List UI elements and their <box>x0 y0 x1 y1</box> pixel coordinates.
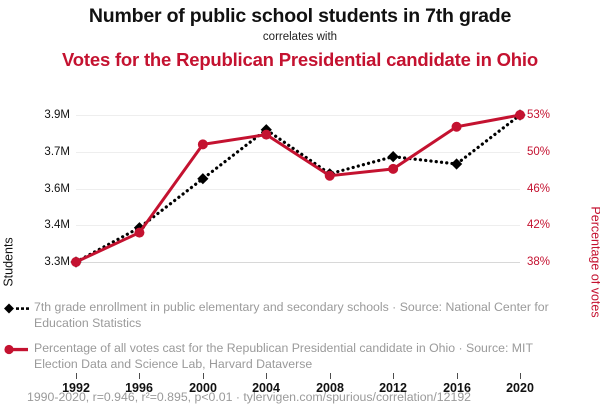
y-axis-left-tick-4: 3.3M <box>44 256 70 268</box>
page-subtitle: Votes for the Republican Presidential ca… <box>62 49 538 70</box>
x-axis-label-0: 1992 <box>62 381 90 395</box>
x-axis-label-4: 2008 <box>316 381 344 395</box>
x-axis-label-3: 2004 <box>252 381 280 395</box>
x-axis-label-1: 1996 <box>125 381 153 395</box>
x-axis-label-7: 2020 <box>506 381 534 395</box>
chart-footer-stats: 1990-2020, r=0.946, r²=0.895, p<0.01 · t… <box>27 390 471 404</box>
x-axis-label-5: 2012 <box>379 381 407 395</box>
data-point-marker <box>450 158 463 170</box>
y-axis-right-tick-2: 46% <box>527 183 551 195</box>
gridline-3 <box>76 189 520 190</box>
data-point-marker <box>451 121 462 132</box>
data-point-marker <box>134 227 145 238</box>
data-point-marker <box>387 151 399 163</box>
chart-legend: 7th grade enrollment in public elementar… <box>0 300 600 378</box>
plot-area: 3.9M 3.7M 3.6M 3.4M 3.3M 53% 50% 46% 42%… <box>0 105 600 395</box>
x-axis-line <box>76 262 520 263</box>
data-point-marker <box>388 163 399 174</box>
data-point-marker <box>197 173 209 185</box>
x-tick-2 <box>203 373 204 379</box>
x-tick-3 <box>266 373 267 379</box>
y-axis-left-tick-1: 3.7M <box>44 146 70 158</box>
x-tick-5 <box>393 373 394 379</box>
x-tick-6 <box>457 373 458 379</box>
gridline-4 <box>76 225 520 226</box>
data-point-marker <box>324 170 335 181</box>
solid-circle-marker-icon <box>4 344 28 355</box>
legend-label-students: 7th grade enrollment in public elementar… <box>34 300 549 330</box>
x-axis-label-6: 2016 <box>443 381 471 395</box>
x-tick-1 <box>139 373 140 379</box>
legend-label-votes: Percentage of all votes cast for the Rep… <box>34 341 533 371</box>
title-connector: correlates with <box>262 31 338 43</box>
data-point-marker <box>71 257 81 267</box>
legend-item-students: 7th grade enrollment in public elementar… <box>0 300 600 331</box>
y-axis-left-tick-0: 3.9M <box>44 109 70 121</box>
y-axis-right-tick-1: 50% <box>527 146 551 158</box>
x-tick-4 <box>330 373 331 379</box>
y-axis-right-tick-3: 42% <box>527 219 551 231</box>
x-tick-7 <box>520 373 521 379</box>
y-axis-left-tick-3: 3.4M <box>44 219 70 231</box>
data-point-marker <box>515 110 526 120</box>
legend-item-votes: Percentage of all votes cast for the Rep… <box>0 341 600 372</box>
x-tick-0 <box>76 373 77 379</box>
gridline-1 <box>76 115 520 116</box>
y-axis-right-tick-4: 38% <box>527 256 551 268</box>
series-line-students <box>74 113 522 264</box>
y-axis-right-tick-0: 53% <box>527 109 551 121</box>
data-point-marker <box>261 129 272 140</box>
series-line-votes <box>75 113 521 264</box>
x-axis-label-2: 2000 <box>189 381 217 395</box>
y-axis-left-tick-2: 3.6M <box>44 183 70 195</box>
data-point-marker <box>197 139 208 150</box>
series-plot <box>70 109 526 268</box>
dotted-diamond-marker-icon <box>4 303 29 314</box>
page-title: Number of public school students in 7th … <box>88 5 512 27</box>
